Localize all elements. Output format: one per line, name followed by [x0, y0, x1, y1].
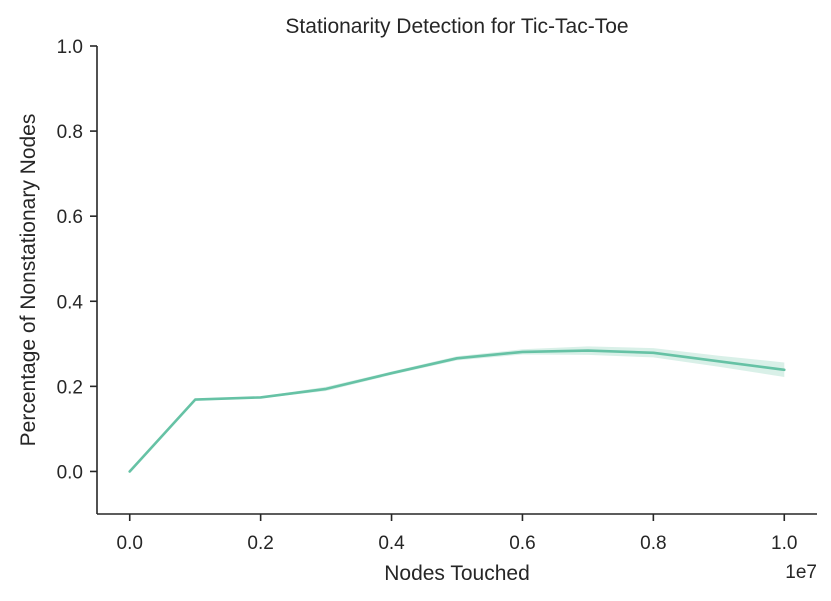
- chart-title: Stationarity Detection for Tic-Tac-Toe: [285, 15, 628, 38]
- x-tick-label: 0.4: [378, 533, 405, 554]
- y-tick-label: 0.6: [57, 207, 83, 228]
- series-line: [128, 349, 786, 473]
- y-axis-label: Percentage of Nonstationary Nodes: [17, 114, 40, 447]
- y-axis-ticks: 0.0 0.2 0.4 0.6 0.8 1.0: [57, 37, 97, 483]
- x-tick-label: 0.8: [640, 533, 666, 554]
- x-tick-label: 0.6: [509, 533, 535, 554]
- x-axis-ticks: 0.0 0.2 0.4 0.6 0.8 1.0: [117, 514, 797, 554]
- y-tick-label: 0.2: [57, 377, 83, 398]
- y-tick-label: 0.0: [57, 462, 83, 483]
- x-tick-label: 0.0: [117, 533, 143, 554]
- x-axis-label: Nodes Touched: [384, 562, 530, 585]
- confidence-band: [129, 346, 785, 472]
- x-axis-offset-label: 1e7: [785, 562, 817, 583]
- series-line-layer: [128, 349, 786, 473]
- x-tick-label: 0.2: [247, 533, 273, 554]
- y-tick-label: 0.8: [57, 122, 83, 143]
- y-tick-label: 1.0: [57, 37, 83, 58]
- x-tick-label: 1.0: [771, 533, 797, 554]
- y-tick-label: 0.4: [57, 292, 84, 313]
- confidence-band-layer: [129, 346, 785, 472]
